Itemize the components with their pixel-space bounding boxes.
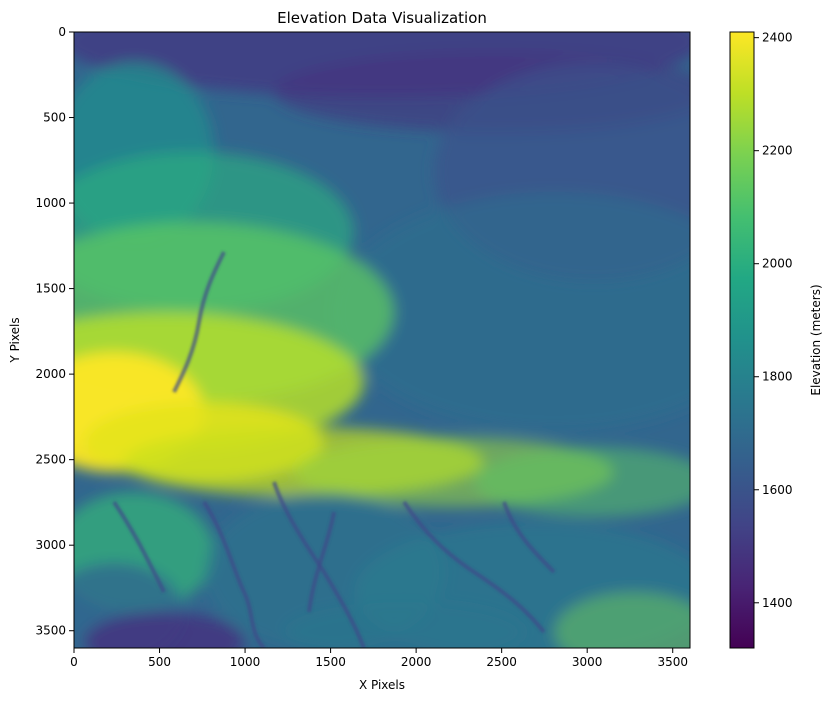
y-axis-label: Y Pixels: [8, 317, 22, 363]
terrain-region: [474, 447, 690, 517]
y-tick-label: 1500: [35, 282, 66, 296]
heatmap-image: [74, 32, 690, 648]
x-axis-label: X Pixels: [359, 678, 405, 692]
y-tick-label: 3500: [35, 624, 66, 638]
colorbar-tick-label: 1400: [762, 596, 793, 610]
valley-line: [172, 251, 226, 393]
colorbar-axis: 1400 1600 1800 2000 2200 2400: [754, 31, 793, 610]
valley-line: [112, 500, 166, 593]
terrain-region: [84, 612, 244, 648]
colorbar-tick-label: 1800: [762, 370, 793, 384]
valley-line: [402, 500, 546, 634]
y-tick-label: 3000: [35, 538, 66, 552]
colorbar: [729, 31, 755, 649]
plot-frame: [73, 31, 691, 649]
x-tick-label: 0: [70, 655, 78, 669]
colorbar-label: Elevation (meters): [809, 284, 823, 395]
y-tick-label: 0: [58, 25, 66, 39]
y-tick-label: 2500: [35, 453, 66, 467]
x-tick-label: 3000: [572, 655, 603, 669]
colorbar-tick-label: 2400: [762, 31, 793, 45]
terrain-region: [284, 602, 524, 648]
terrain-region: [334, 192, 690, 432]
x-tick-label: 2000: [401, 655, 432, 669]
y-tick-label: 1000: [35, 196, 66, 210]
colorbar-tick-label: 1600: [762, 483, 793, 497]
y-tick-label: 500: [43, 111, 66, 125]
colorbar-tick-label: 2000: [762, 257, 793, 271]
x-tick-label: 500: [148, 655, 171, 669]
valley-line: [502, 501, 556, 574]
valley-line: [307, 511, 336, 613]
colorbar-tick-label: 2200: [762, 144, 793, 158]
x-tick-label: 2500: [486, 655, 517, 669]
x-tick-label: 3500: [657, 655, 688, 669]
x-axis: 0 500 1000 1500 2000 2500 3000 3500: [70, 648, 688, 669]
valley-line: [202, 500, 266, 648]
x-tick-label: 1500: [315, 655, 346, 669]
x-tick-label: 1000: [230, 655, 261, 669]
y-axis: 0 500 1000 1500 2000 2500 3000 3500: [35, 25, 74, 638]
y-tick-label: 2000: [35, 367, 66, 381]
terrain-region: [554, 592, 690, 648]
chart-title: Elevation Data Visualization: [277, 9, 487, 27]
valley-line: [272, 481, 366, 648]
